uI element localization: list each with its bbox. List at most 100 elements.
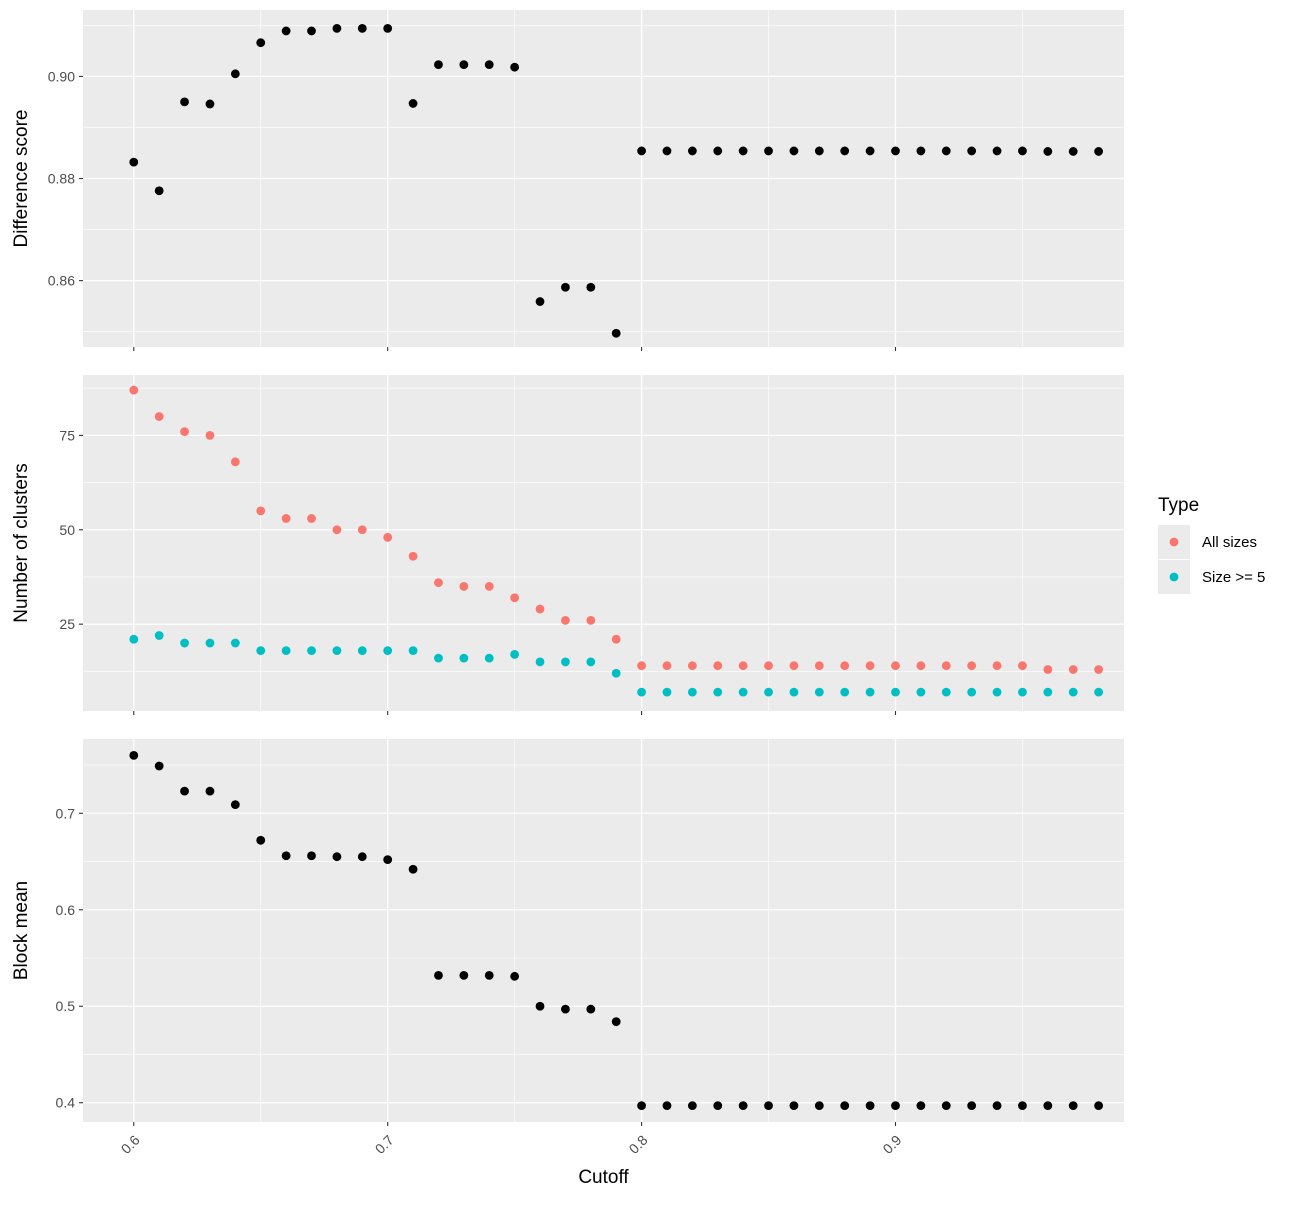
data-point (611, 634, 621, 644)
data-point (992, 146, 1002, 156)
data-point (1094, 665, 1104, 674)
series-points (129, 23, 1104, 338)
data-point (865, 661, 875, 671)
data-point (687, 1101, 697, 1110)
data-point (1018, 1101, 1027, 1110)
y-tick-label: 50 (59, 522, 75, 538)
y-axis-title: Number of clusters (11, 463, 32, 622)
data-point (687, 146, 697, 156)
data-point (180, 638, 189, 648)
data-point (637, 687, 646, 697)
data-point (307, 514, 316, 523)
data-point (992, 661, 1002, 671)
data-point (459, 60, 469, 70)
data-point (1068, 687, 1078, 697)
data-point (637, 1101, 646, 1110)
data-point (992, 687, 1002, 697)
panel-top: 0.86 0.88 0.90 Difference score (11, 10, 1124, 351)
data-point (814, 1101, 824, 1110)
data-point (738, 146, 748, 156)
data-point (154, 412, 164, 421)
data-point (256, 835, 266, 845)
data-point (916, 1101, 926, 1110)
data-point (891, 661, 900, 671)
data-point (764, 661, 773, 671)
data-point (561, 282, 570, 292)
data-point (611, 1017, 621, 1027)
data-point (561, 615, 570, 625)
panel-background (83, 375, 1124, 711)
data-point (510, 649, 520, 659)
data-point (611, 668, 621, 678)
data-point (154, 186, 164, 196)
data-point (840, 661, 850, 671)
data-point (307, 851, 316, 861)
data-point (789, 1101, 799, 1110)
y-tick-label: 0.5 (56, 998, 76, 1014)
data-point (1043, 1101, 1053, 1110)
data-point (891, 146, 900, 156)
data-point (510, 593, 520, 603)
legend-entry-label: All sizes (1202, 534, 1257, 551)
data-point (408, 99, 418, 108)
data-point (662, 687, 672, 697)
data-point (281, 26, 291, 36)
data-point (281, 851, 291, 861)
data-point (205, 99, 215, 109)
legend: Type All sizes Size >= 5 (1158, 495, 1265, 594)
data-point (865, 1101, 875, 1110)
data-point (611, 328, 621, 338)
y-tick-label: 0.88 (48, 171, 75, 187)
data-point (332, 525, 342, 535)
data-point (637, 146, 646, 156)
data-point (1043, 665, 1053, 674)
data-point (814, 146, 824, 156)
data-point (891, 1101, 900, 1110)
data-point (713, 146, 723, 156)
data-point (789, 661, 799, 671)
data-point (916, 146, 926, 156)
data-point (1018, 146, 1027, 156)
data-point (535, 657, 545, 667)
data-point (1068, 147, 1078, 156)
data-point (840, 146, 850, 156)
x-axis-title: Cutoff (578, 1167, 629, 1188)
data-point (941, 661, 951, 671)
data-point (662, 1101, 672, 1110)
data-point (459, 970, 469, 980)
data-point (154, 631, 164, 640)
data-point (383, 646, 393, 655)
x-tick-label: 0.9 (879, 1132, 904, 1157)
y-axis-title: Difference score (11, 110, 32, 248)
data-point (180, 786, 189, 796)
data-point (408, 646, 418, 655)
data-point (129, 157, 139, 167)
data-point (484, 653, 494, 663)
data-point (789, 687, 799, 697)
data-point (357, 23, 367, 33)
data-point (434, 653, 443, 663)
legend-title: Type (1158, 495, 1199, 516)
y-tick-label: 0.90 (48, 68, 75, 84)
data-point (865, 146, 875, 156)
data-point (332, 852, 342, 862)
data-point (434, 970, 443, 980)
data-point (713, 687, 723, 697)
data-point (738, 1101, 748, 1110)
legend-entry-label: Size >= 5 (1202, 569, 1265, 586)
data-point (789, 146, 799, 156)
data-point (941, 146, 951, 156)
data-point (840, 1101, 850, 1110)
data-point (434, 578, 443, 588)
data-point (230, 69, 240, 79)
panel-background (83, 739, 1124, 1122)
data-point (281, 646, 291, 655)
data-point (205, 638, 215, 648)
data-point (941, 687, 951, 697)
data-point (510, 971, 520, 981)
data-point (1094, 687, 1104, 697)
y-tick-label: 0.6 (56, 902, 76, 918)
data-point (1068, 1101, 1078, 1110)
data-point (814, 687, 824, 697)
